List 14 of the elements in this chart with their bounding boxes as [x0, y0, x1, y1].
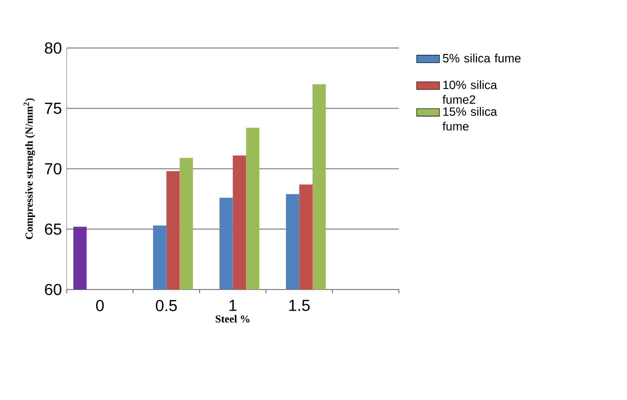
y-tick-label: 65 [45, 223, 62, 235]
y-tick-label: 60 [45, 284, 62, 296]
x-tick-label: 0.5 [156, 300, 177, 312]
y-axis-title: Compressive strength (N/mm$^{2}$) [24, 98, 36, 240]
x-tick-label: 1 [230, 300, 236, 311]
x-tick-label: 0 [96, 300, 104, 312]
legend-label: 10% silica fume2 [442, 80, 498, 104]
y-tick-label: 70 [45, 162, 62, 174]
y-tick-label: 75 [45, 102, 62, 114]
legend-label: 15% silica fume [442, 106, 498, 130]
x-tick-label: 1.5 [289, 300, 310, 311]
legend-label: 5% silica fume [442, 54, 521, 62]
x-axis-title: Steel % [216, 314, 250, 322]
y-tick-label: 80 [44, 42, 62, 54]
